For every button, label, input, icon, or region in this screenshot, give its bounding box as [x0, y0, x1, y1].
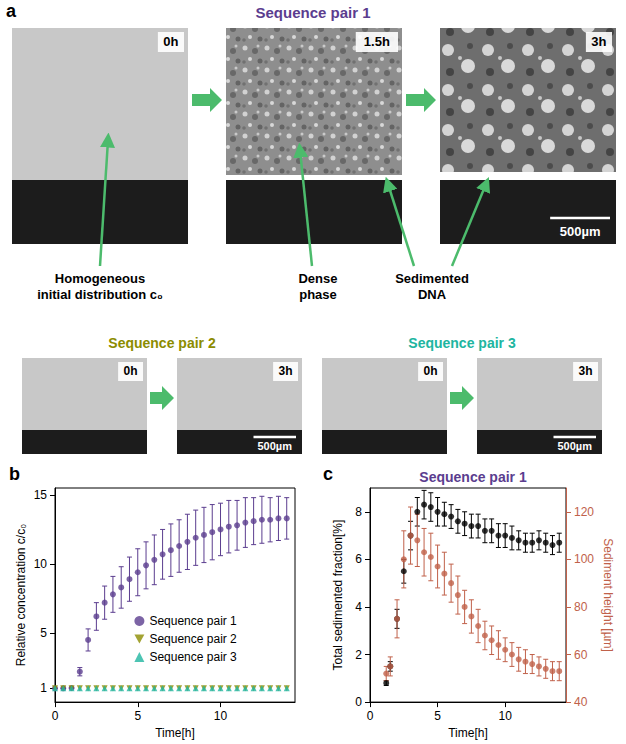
svg-text:10: 10	[34, 557, 48, 571]
svg-text:5: 5	[134, 709, 141, 723]
svg-text:60: 60	[574, 648, 588, 662]
svg-text:Sequence pair 2: Sequence pair 2	[149, 632, 237, 646]
svg-text:100: 100	[574, 552, 594, 566]
svg-text:Time[h]: Time[h]	[155, 726, 195, 740]
svg-text:Sequence pair 1: Sequence pair 1	[149, 614, 237, 628]
svg-text:2: 2	[355, 648, 362, 662]
svg-text:Homogeneous: Homogeneous	[55, 271, 145, 286]
svg-text:Sequence pair 1: Sequence pair 1	[419, 469, 527, 485]
svg-text:Time[h]: Time[h]	[448, 726, 488, 740]
svg-text:5: 5	[434, 709, 441, 723]
svg-text:Sequence pair 3: Sequence pair 3	[149, 650, 237, 664]
svg-text:Total sedimented fraction[%]: Total sedimented fraction[%]	[331, 520, 345, 671]
svg-text:6: 6	[355, 552, 362, 566]
svg-text:0: 0	[52, 709, 59, 723]
svg-text:Sequence pair 2: Sequence pair 2	[108, 335, 216, 351]
svg-text:phase: phase	[299, 287, 337, 302]
svg-text:0h: 0h	[163, 34, 178, 49]
svg-text:Dense: Dense	[298, 271, 337, 286]
svg-text:a: a	[6, 1, 17, 21]
svg-text:0: 0	[367, 709, 374, 723]
svg-text:8: 8	[355, 505, 362, 519]
svg-text:Relative concentration c/c₀: Relative concentration c/c₀	[14, 524, 28, 666]
svg-text:3h: 3h	[279, 364, 293, 378]
svg-text:1: 1	[40, 681, 47, 695]
svg-text:0h: 0h	[424, 364, 438, 378]
svg-text:0: 0	[355, 695, 362, 709]
svg-text:10: 10	[214, 709, 228, 723]
svg-text:Sediment height [µm]: Sediment height [µm]	[601, 538, 615, 652]
svg-text:DNA: DNA	[418, 287, 447, 302]
svg-text:b: b	[9, 464, 20, 484]
svg-text:500µm: 500µm	[560, 224, 601, 239]
svg-text:0h: 0h	[124, 364, 138, 378]
svg-text:40: 40	[574, 695, 588, 709]
svg-text:15: 15	[34, 488, 48, 502]
svg-text:3h: 3h	[579, 364, 593, 378]
svg-text:3h: 3h	[591, 34, 606, 49]
svg-text:80: 80	[574, 600, 588, 614]
svg-text:initial distribution c₀: initial distribution c₀	[37, 287, 163, 302]
svg-text:500µm: 500µm	[558, 440, 593, 452]
svg-text:500µm: 500µm	[258, 440, 293, 452]
svg-text:c: c	[323, 464, 333, 484]
svg-text:4: 4	[355, 600, 362, 614]
svg-text:5: 5	[40, 626, 47, 640]
svg-text:Sequence pair 1: Sequence pair 1	[255, 4, 370, 21]
svg-text:Sedimented: Sedimented	[395, 271, 469, 286]
svg-text:10: 10	[498, 709, 512, 723]
svg-text:Sequence pair 3: Sequence pair 3	[408, 335, 516, 351]
svg-text:1.5h: 1.5h	[364, 34, 390, 49]
svg-text:120: 120	[574, 505, 594, 519]
